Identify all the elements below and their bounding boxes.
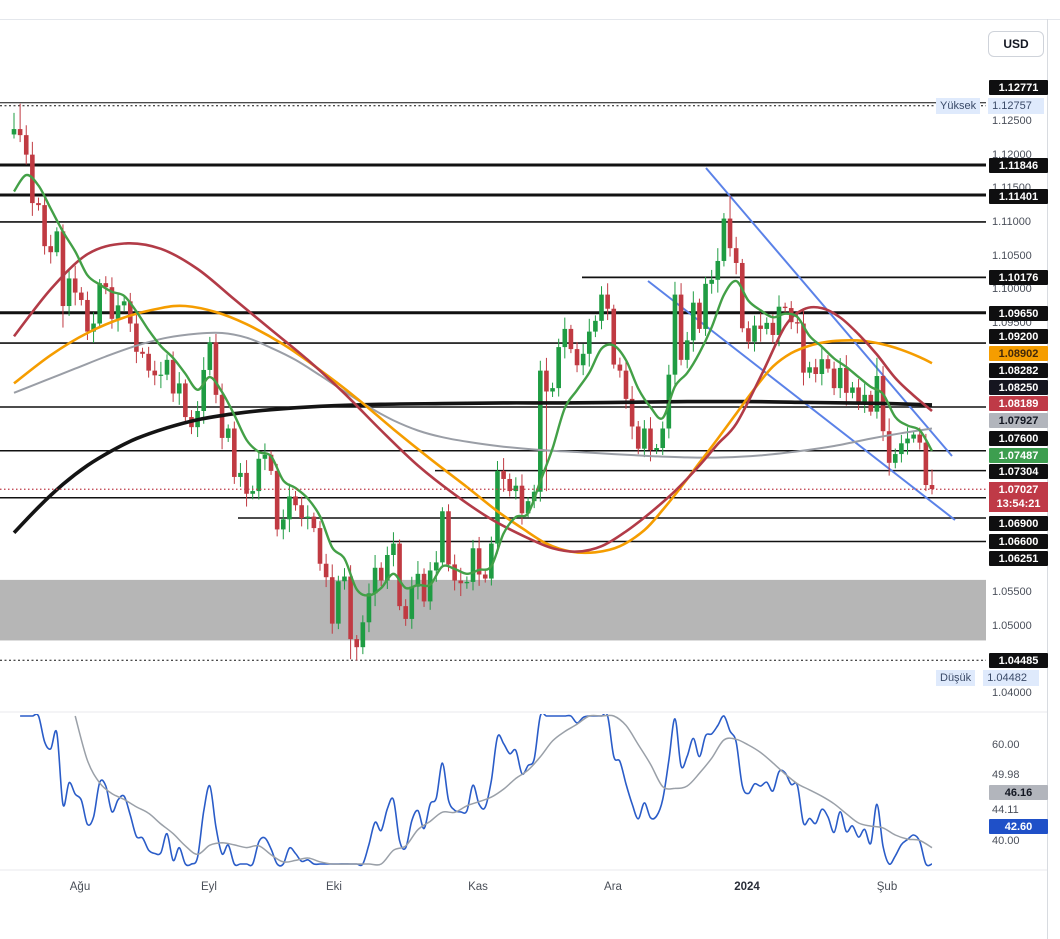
candles-layer	[11, 103, 935, 661]
price-tick-1.12500: 1.12500	[992, 115, 1032, 127]
price-badge-1.06900: 1.06900	[989, 516, 1048, 531]
rsi-tick-40.00: 40.00	[992, 835, 1020, 847]
price-badge-1.10176: 1.10176	[989, 270, 1048, 285]
low-label-text: Düşük	[936, 670, 976, 686]
price-badge-1.09200: 1.09200	[989, 329, 1048, 344]
price-badge-1.12771: 1.12771	[989, 80, 1048, 95]
rsi-pane[interactable]	[20, 713, 933, 867]
price-badge-1.06251: 1.06251	[989, 551, 1048, 566]
price-zone-band	[0, 579, 986, 641]
price-tick-1.10000: 1.10000	[992, 283, 1032, 296]
month-label-Ağu: Ağu	[69, 881, 91, 893]
month-label-Şub: Şub	[876, 881, 898, 893]
rsi-signal-badge: 46.16	[989, 785, 1048, 800]
rsi-line	[20, 714, 933, 867]
month-label-Eyl: Eyl	[201, 881, 217, 893]
month-label-Kas: Kas	[468, 881, 488, 893]
rsi-tick-49.98: 49.98	[992, 769, 1020, 781]
rsi-tick-60.00: 60.00	[992, 739, 1020, 751]
high-label-value: 1.12757	[988, 98, 1045, 114]
price-badge-1.04485: 1.04485	[989, 653, 1048, 668]
low-label: Düşük 1.04482	[936, 670, 1040, 686]
price-badge-1.08189: 1.08189	[989, 396, 1048, 411]
ma-red-line	[12, 241, 933, 553]
price-badge-1.08282: 1.08282	[989, 363, 1048, 378]
price-badge-1.07600: 1.07600	[989, 431, 1048, 446]
price-badge-1.08902: 1.08902	[989, 346, 1048, 361]
price-tick-1.10500: 1.10500	[992, 249, 1032, 262]
price-tick-1.04000: 1.04000	[992, 686, 1032, 699]
ma-black-line	[12, 399, 933, 535]
price-badge-1.09650: 1.09650	[989, 306, 1048, 321]
price-badge-1.07487: 1.07487	[989, 448, 1048, 463]
price-tick-1.12000: 1.12000	[992, 148, 1032, 161]
currency-toggle-button[interactable]: USD	[988, 31, 1044, 57]
rsi-signal-line	[74, 714, 933, 866]
ma-orange-line	[13, 304, 933, 555]
window-top-border	[0, 19, 1060, 20]
price-badge-1.11401: 1.11401	[989, 189, 1048, 204]
month-label-Ara: Ara	[604, 881, 622, 893]
high-label-text: Yüksek	[936, 98, 981, 114]
ma-gray-line	[13, 331, 933, 459]
axis-right-border	[1047, 19, 1048, 939]
price-badge-1.07304: 1.07304	[989, 464, 1048, 479]
price-badge-1.06600: 1.06600	[989, 534, 1048, 549]
month-label-2024: 2024	[734, 881, 760, 893]
current-price-badge: 1.07027 13:54:21	[989, 482, 1048, 512]
high-label: Yüksek 1.12757	[936, 98, 1045, 114]
price-badge-1.11846: 1.11846	[989, 158, 1048, 173]
price-badge-1.07927: 1.07927	[989, 413, 1048, 428]
price-tick-1.05000: 1.05000	[992, 619, 1032, 632]
current-price-value: 1.07027	[998, 484, 1039, 496]
price-tick-1.05500: 1.05500	[992, 586, 1032, 598]
month-label-Eki: Eki	[326, 881, 342, 893]
current-price-time: 13:54:21	[996, 498, 1041, 510]
price-badge-1.08250: 1.08250	[989, 380, 1048, 395]
rsi-tick-44.11: 44.11	[992, 804, 1019, 816]
price-tick-1.11000: 1.11000	[992, 215, 1031, 228]
rsi-current-badge: 42.60	[989, 819, 1048, 834]
ma-green-line	[12, 173, 934, 597]
low-label-value: 1.04482	[983, 670, 1040, 686]
price-pane[interactable]	[0, 102, 986, 661]
